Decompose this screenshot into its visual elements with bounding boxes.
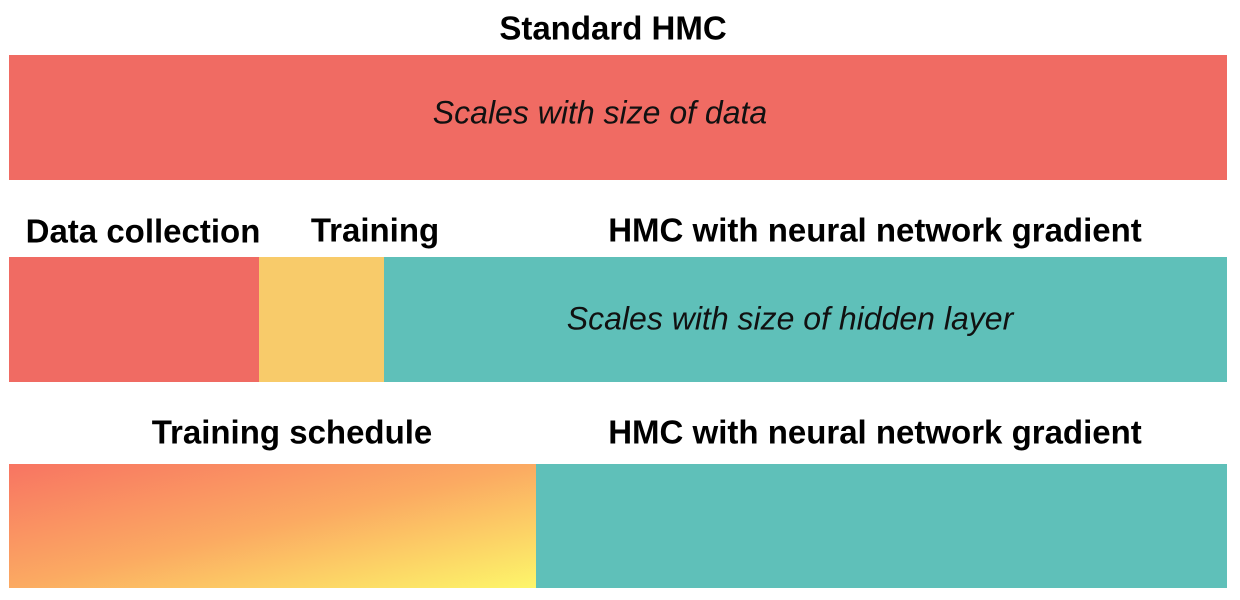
standard-bar bbox=[9, 55, 1227, 180]
training-schedule-bar bbox=[9, 464, 536, 588]
stage-label: HMC with neural network gradient bbox=[608, 414, 1142, 451]
hmc-bar bbox=[536, 464, 1227, 588]
hmc-bar bbox=[384, 257, 1227, 382]
bar-note: Scales with size of hidden layer bbox=[567, 300, 1015, 336]
data-collection-bar bbox=[9, 257, 259, 382]
stage-label: HMC with neural network gradient bbox=[608, 212, 1142, 249]
stage-label: Training bbox=[311, 212, 439, 249]
stage-label: Training schedule bbox=[152, 414, 433, 451]
bar-note: Scales with size of data bbox=[433, 94, 767, 130]
row-title: Standard HMC bbox=[499, 10, 726, 47]
training-bar bbox=[259, 257, 384, 382]
stage-label: Data collection bbox=[26, 213, 261, 250]
